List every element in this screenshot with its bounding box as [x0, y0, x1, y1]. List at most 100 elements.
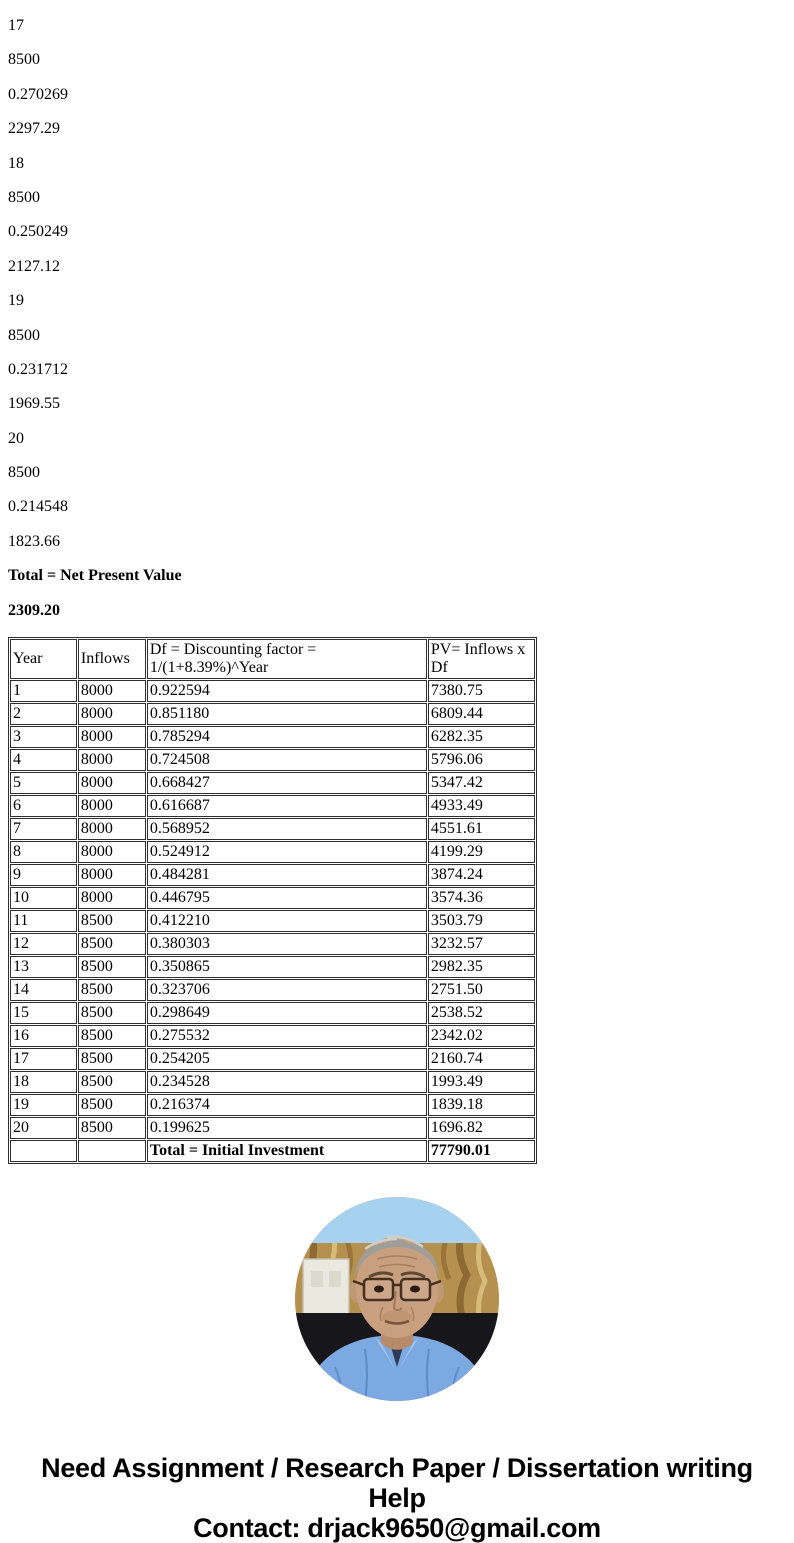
cell-inflows: 8500: [77, 1025, 146, 1048]
cell-year: 20: [10, 1117, 77, 1140]
values-list: 17 8500 0.270269 2297.29 18 8500 0.25024…: [8, 17, 786, 551]
cell-inflows: 8000: [77, 841, 146, 864]
pv-table: Year Inflows Df = Discounting factor = 1…: [8, 637, 537, 1165]
cell-df: 0.412210: [146, 910, 427, 933]
cell-pv: 2538.52: [427, 1002, 535, 1025]
table-row: 6 8000 0.616687 4933.49: [10, 795, 535, 818]
footer-headline: Need Assignment / Research Paper / Disse…: [41, 1453, 753, 1514]
cell-inflows: 8000: [77, 772, 146, 795]
cell-year: 5: [10, 772, 77, 795]
value-paragraph: 8500: [8, 188, 40, 206]
cell-pv: 1993.49: [427, 1071, 535, 1094]
header-pv: PV= Inflows x Df: [427, 639, 535, 680]
npv-value: 2309.20: [8, 601, 60, 619]
cell-df: 0.484281: [146, 864, 427, 887]
table-header-row: Year Inflows Df = Discounting factor = 1…: [10, 639, 535, 680]
cell-pv: 3574.36: [427, 887, 535, 910]
table-row: 10 8000 0.446795 3574.36: [10, 887, 535, 910]
cell-pv: 4199.29: [427, 841, 535, 864]
value-paragraph: 0.270269: [8, 85, 68, 103]
header-df: Df = Discounting factor = 1/(1+8.39%)^Ye…: [146, 639, 427, 680]
table-row: 11 8500 0.412210 3503.79: [10, 910, 535, 933]
cell-pv: 6282.35: [427, 726, 535, 749]
cell-df: 0.785294: [146, 726, 427, 749]
cell-df: 0.199625: [146, 1117, 427, 1140]
cell-inflows: 8000: [77, 795, 146, 818]
total-value-cell: 77790.01: [427, 1140, 535, 1163]
cell-year: 17: [10, 1048, 77, 1071]
cell-inflows: 8500: [77, 1002, 146, 1025]
cell-df: 0.323706: [146, 979, 427, 1002]
value-paragraph: 17: [8, 17, 24, 34]
cell-pv: 2342.02: [427, 1025, 535, 1048]
cell-year: 6: [10, 795, 77, 818]
cell-df: 0.350865: [146, 956, 427, 979]
cell-df: 0.616687: [146, 795, 427, 818]
cell-pv: 2751.50: [427, 979, 535, 1002]
cell-df: 0.254205: [146, 1048, 427, 1071]
value-paragraph: 0.231712: [8, 360, 68, 378]
cell-pv: 6809.44: [427, 703, 535, 726]
cell-pv: 1696.82: [427, 1117, 535, 1140]
table-row: 2 8000 0.851180 6809.44: [10, 703, 535, 726]
cell-df: 0.216374: [146, 1094, 427, 1117]
cell-year: 11: [10, 910, 77, 933]
table-row: 16 8500 0.275532 2342.02: [10, 1025, 535, 1048]
pv-table-body: 1 8000 0.922594 7380.75 2 8000 0.851180 …: [10, 680, 535, 1140]
cell-inflows: 8500: [77, 1071, 146, 1094]
cell-year: 15: [10, 1002, 77, 1025]
value-paragraph: 8500: [8, 464, 40, 482]
table-row: 17 8500 0.254205 2160.74: [10, 1048, 535, 1071]
value-paragraph: 8500: [8, 326, 40, 344]
footer-contact: Contact: drjack9650@gmail.com: [193, 1513, 601, 1543]
cell-pv: 3874.24: [427, 864, 535, 887]
npv-label: Total = Net Present Value: [8, 567, 182, 585]
value-paragraph: 2297.29: [8, 120, 60, 138]
cell-inflows: 8500: [77, 910, 146, 933]
table-row: 13 8500 0.350865 2982.35: [10, 956, 535, 979]
cell-df: 0.275532: [146, 1025, 427, 1048]
cell-inflows: 8500: [77, 933, 146, 956]
cell-pv: 5347.42: [427, 772, 535, 795]
cell-df: 0.380303: [146, 933, 427, 956]
cell-pv: 4551.61: [427, 818, 535, 841]
cell-pv: 7380.75: [427, 680, 535, 703]
cell-inflows: 8500: [77, 1094, 146, 1117]
value-paragraph: 20: [8, 429, 24, 447]
table-row: 9 8000 0.484281 3874.24: [10, 864, 535, 887]
cell-inflows: 8000: [77, 726, 146, 749]
cell-year: 4: [10, 749, 77, 772]
value-paragraph: 1969.55: [8, 395, 60, 413]
cell-df: 0.568952: [146, 818, 427, 841]
value-paragraph: 0.250249: [8, 223, 68, 241]
table-total-row: Total = Initial Investment 77790.01: [10, 1140, 535, 1163]
cell-pv: 2160.74: [427, 1048, 535, 1071]
value-paragraph: 1823.66: [8, 532, 60, 550]
cell-inflows: 8500: [77, 1117, 146, 1140]
cell-df: 0.724508: [146, 749, 427, 772]
table-row: 4 8000 0.724508 5796.06: [10, 749, 535, 772]
cell-year: 7: [10, 818, 77, 841]
cell-year: 14: [10, 979, 77, 1002]
total-empty-inflows: [77, 1140, 146, 1163]
table-row: 3 8000 0.785294 6282.35: [10, 726, 535, 749]
cell-df: 0.851180: [146, 703, 427, 726]
cell-year: 19: [10, 1094, 77, 1117]
cell-year: 12: [10, 933, 77, 956]
table-row: 12 8500 0.380303 3232.57: [10, 933, 535, 956]
cell-pv: 4933.49: [427, 795, 535, 818]
cell-inflows: 8500: [77, 956, 146, 979]
cell-inflows: 8000: [77, 887, 146, 910]
cell-df: 0.524912: [146, 841, 427, 864]
value-paragraph: 19: [8, 292, 24, 310]
cell-inflows: 8000: [77, 818, 146, 841]
cell-df: 0.234528: [146, 1071, 427, 1094]
cell-df: 0.668427: [146, 772, 427, 795]
header-inflows: Inflows: [77, 639, 146, 680]
total-empty-year: [10, 1140, 77, 1163]
cell-year: 8: [10, 841, 77, 864]
table-row: 18 8500 0.234528 1993.49: [10, 1071, 535, 1094]
cell-df: 0.922594: [146, 680, 427, 703]
table-row: 1 8000 0.922594 7380.75: [10, 680, 535, 703]
cell-pv: 1839.18: [427, 1094, 535, 1117]
